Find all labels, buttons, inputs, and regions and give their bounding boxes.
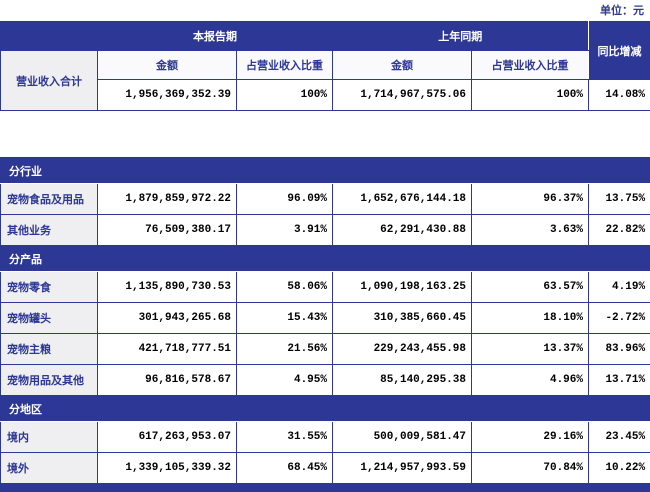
current-ratio-cell: 21.56% — [236, 333, 333, 365]
current-period-header: 本报告期 — [97, 21, 333, 51]
prior-amount-header: 金额 — [332, 50, 472, 80]
prior-ratio-cell: 13.37% — [471, 333, 589, 365]
current-ratio-cell: 68.45% — [236, 452, 333, 484]
total-current-ratio: 100% — [236, 79, 333, 111]
prior-amount-cell: 1,090,198,163.25 — [332, 271, 472, 303]
yoy-header: 同比增减 — [588, 21, 650, 80]
total-prior-amount: 1,714,967,575.06 — [332, 79, 472, 111]
table-row: 宠物用品及其他 96,816,578.67 4.95% 85,140,295.3… — [0, 364, 650, 396]
current-ratio-cell: 96.09% — [236, 183, 333, 215]
prior-ratio-header: 占营业收入比重 — [471, 50, 589, 80]
current-amount-cell: 1,339,105,339.32 — [97, 452, 237, 484]
prior-ratio-cell: 96.37% — [471, 183, 589, 215]
current-ratio-cell: 4.95% — [236, 364, 333, 396]
yoy-cell: 13.71% — [588, 364, 650, 396]
table-row: 其他业务 76,509,380.17 3.91% 62,291,430.88 3… — [0, 214, 650, 246]
prior-ratio-cell: 70.84% — [471, 452, 589, 484]
bottom-bar — [0, 483, 650, 492]
yoy-cell: -2.72% — [588, 302, 650, 334]
table-row: 境内 617,263,953.07 31.55% 500,009,581.47 … — [0, 421, 650, 453]
total-current-amount: 1,956,369,352.39 — [97, 79, 237, 111]
row-label: 境外 — [0, 452, 98, 484]
prior-amount-cell: 62,291,430.88 — [332, 214, 472, 246]
row-label: 宠物罐头 — [0, 302, 98, 334]
prior-amount-cell: 500,009,581.47 — [332, 421, 472, 453]
total-prior-ratio: 100% — [471, 79, 589, 111]
current-amount-cell: 76,509,380.17 — [97, 214, 237, 246]
current-ratio-cell: 15.43% — [236, 302, 333, 334]
prior-ratio-cell: 63.57% — [471, 271, 589, 303]
current-amount-cell: 421,718,777.51 — [97, 333, 237, 365]
total-yoy: 14.08% — [588, 79, 650, 111]
prior-amount-cell: 1,214,957,993.59 — [332, 452, 472, 484]
yoy-cell: 83.96% — [588, 333, 650, 365]
current-ratio-cell: 58.06% — [236, 271, 333, 303]
header-corner-cell — [0, 21, 98, 51]
current-amount-cell: 96,816,578.67 — [97, 364, 237, 396]
current-amount-cell: 1,135,890,730.53 — [97, 271, 237, 303]
table-row: 宠物食品及用品 1,879,859,972.22 96.09% 1,652,67… — [0, 183, 650, 215]
section-title: 分行业 — [0, 157, 650, 184]
section-header-region: 分地区 — [0, 395, 650, 422]
current-amount-header: 金额 — [97, 50, 237, 80]
yoy-cell: 13.75% — [588, 183, 650, 215]
current-amount-cell: 617,263,953.07 — [97, 421, 237, 453]
prior-ratio-cell: 3.63% — [471, 214, 589, 246]
row-label: 宠物主粮 — [0, 333, 98, 365]
table-row: 宠物零食 1,135,890,730.53 58.06% 1,090,198,1… — [0, 271, 650, 303]
row-label: 宠物用品及其他 — [0, 364, 98, 396]
prior-ratio-cell: 4.96% — [471, 364, 589, 396]
yoy-cell: 23.45% — [588, 421, 650, 453]
row-label: 境内 — [0, 421, 98, 453]
section-title: 分产品 — [0, 245, 650, 272]
yoy-cell: 22.82% — [588, 214, 650, 246]
section-header-product: 分产品 — [0, 245, 650, 272]
row-label: 宠物零食 — [0, 271, 98, 303]
yoy-cell: 10.22% — [588, 452, 650, 484]
summary-table: 本报告期 上年同期 同比增减 营业收入合计 金额 占营业收入比重 金额 占营业收… — [0, 21, 650, 111]
prior-ratio-cell: 18.10% — [471, 302, 589, 334]
current-ratio-header: 占营业收入比重 — [236, 50, 333, 80]
prior-amount-cell: 85,140,295.38 — [332, 364, 472, 396]
unit-label: 单位：元 — [600, 4, 644, 17]
bottom-bar-fill — [0, 483, 650, 492]
current-amount-cell: 301,943,265.68 — [97, 302, 237, 334]
breakdown-table: 分行业 宠物食品及用品 1,879,859,972.22 96.09% 1,65… — [0, 157, 650, 492]
prior-period-header: 上年同期 — [332, 21, 589, 51]
current-ratio-cell: 31.55% — [236, 421, 333, 453]
prior-amount-cell: 229,243,455.98 — [332, 333, 472, 365]
table-row: 宠物主粮 421,718,777.51 21.56% 229,243,455.9… — [0, 333, 650, 365]
table-row: 宠物罐头 301,943,265.68 15.43% 310,385,660.4… — [0, 302, 650, 334]
table-row: 境外 1,339,105,339.32 68.45% 1,214,957,993… — [0, 452, 650, 484]
current-amount-cell: 1,879,859,972.22 — [97, 183, 237, 215]
total-revenue-label: 营业收入合计 — [0, 50, 98, 111]
prior-amount-cell: 310,385,660.45 — [332, 302, 472, 334]
current-ratio-cell: 3.91% — [236, 214, 333, 246]
row-label: 宠物食品及用品 — [0, 183, 98, 215]
prior-amount-cell: 1,652,676,144.18 — [332, 183, 472, 215]
prior-ratio-cell: 29.16% — [471, 421, 589, 453]
row-label: 其他业务 — [0, 214, 98, 246]
section-header-industry: 分行业 — [0, 157, 650, 184]
section-title: 分地区 — [0, 395, 650, 422]
yoy-cell: 4.19% — [588, 271, 650, 303]
